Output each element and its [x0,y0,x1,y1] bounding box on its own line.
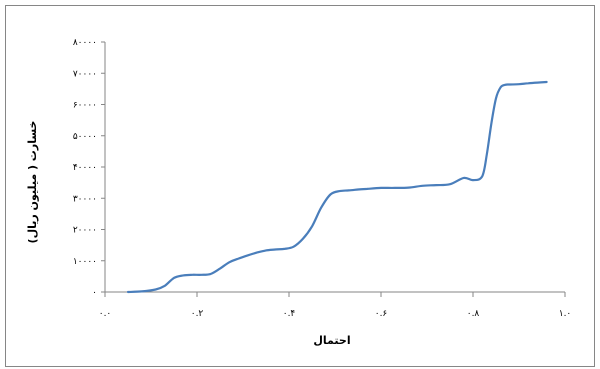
series-line [126,80,548,294]
x-tick-label: ۰.۸ [467,309,480,319]
y-tick-label: ۱۰۰۰۰ [73,257,97,267]
axes [104,42,565,293]
x-axis-title: احتمال [313,334,350,347]
y-tick-label: ۴۰۰۰۰ [73,163,97,173]
y-tick-label: ۶۰۰۰۰ [73,101,97,111]
chart-frame [5,5,595,367]
x-tick-label: ۰.۶ [375,309,388,319]
x-tick-label: ۰.۰ [99,309,112,319]
x-tick-label: ۰.۲ [191,309,204,319]
y-tick-label: ۷۰۰۰۰ [73,69,97,79]
y-tick-label: ۳۰۰۰۰ [73,194,97,204]
ticks: ۰ ۱۰۰۰۰ ۲۰۰۰۰ ۳۰۰۰۰ ۴۰۰۰۰ ۵۰۰۰۰ ۶۰۰۰۰ ۷۰۰۰۰ ۸۰۰۰… [73,38,571,319]
y-tick-label: ۲۰۰۰۰ [73,226,97,236]
y-tick-label: ۵۰۰۰۰ [73,132,97,142]
y-tick-label: ۰ [92,288,97,298]
x-tick-label: ۱.۰ [559,309,572,319]
y-axis-title: خسارت ( میلیون ریال) [26,121,39,244]
plot-area [126,80,548,294]
x-tick-label: ۰.۴ [283,309,296,319]
y-tick-label: ۸۰۰۰۰ [73,38,97,48]
